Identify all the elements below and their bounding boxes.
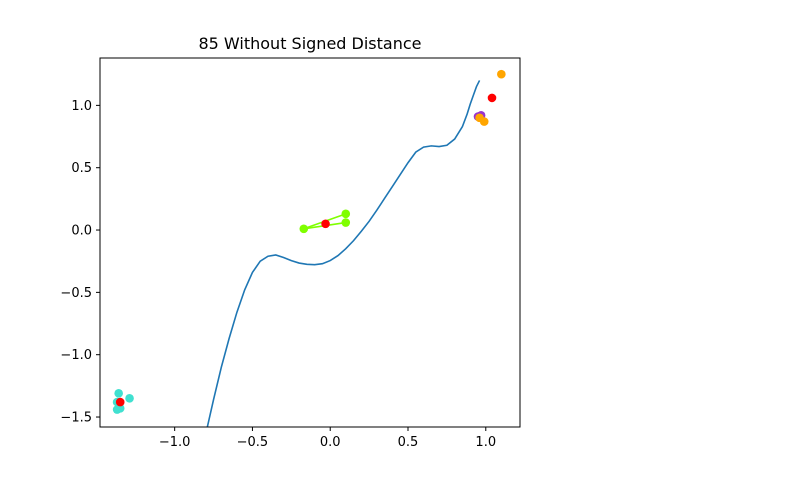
chart-title: 85 Without Signed Distance bbox=[198, 34, 421, 53]
group-4-point-1 bbox=[321, 219, 330, 229]
group-1-point-1 bbox=[341, 218, 351, 227]
y-tick-label: −1.0 bbox=[60, 348, 92, 363]
y-tick-label: −0.5 bbox=[60, 286, 92, 301]
x-axis-ticks: −1.0 −0.5 0.0 0.5 1.0 bbox=[159, 427, 496, 450]
group-1-point-0 bbox=[299, 224, 309, 234]
curve-line bbox=[206, 80, 481, 427]
x-tick-label: 1.0 bbox=[475, 435, 496, 450]
x-tick-label: 0.5 bbox=[398, 435, 419, 450]
points-layer bbox=[112, 69, 506, 414]
group-1-point-2 bbox=[341, 209, 351, 219]
y-tick-label: 0.5 bbox=[71, 161, 92, 176]
group-0-point-0 bbox=[114, 389, 123, 398]
group-3-point-0 bbox=[497, 69, 506, 79]
x-tick-label: −0.5 bbox=[237, 435, 269, 450]
y-tick-label: −1.5 bbox=[60, 411, 92, 426]
x-tick-label: 0.0 bbox=[320, 435, 341, 450]
y-tick-label: 1.0 bbox=[71, 99, 92, 114]
x-tick-label: −1.0 bbox=[159, 435, 191, 450]
group-0-point-4 bbox=[125, 394, 134, 403]
group-0-point-3 bbox=[112, 405, 122, 414]
y-tick-label: 0.0 bbox=[71, 224, 92, 239]
curve-layer bbox=[206, 80, 481, 427]
group-4-point-2 bbox=[487, 93, 497, 103]
group-4-point-0 bbox=[115, 397, 125, 407]
y-axis-ticks: −1.5 −1.0 −0.5 0.0 0.5 1.0 bbox=[60, 99, 100, 426]
group-3-point-2 bbox=[475, 113, 484, 123]
plot-frame bbox=[99, 57, 521, 428]
